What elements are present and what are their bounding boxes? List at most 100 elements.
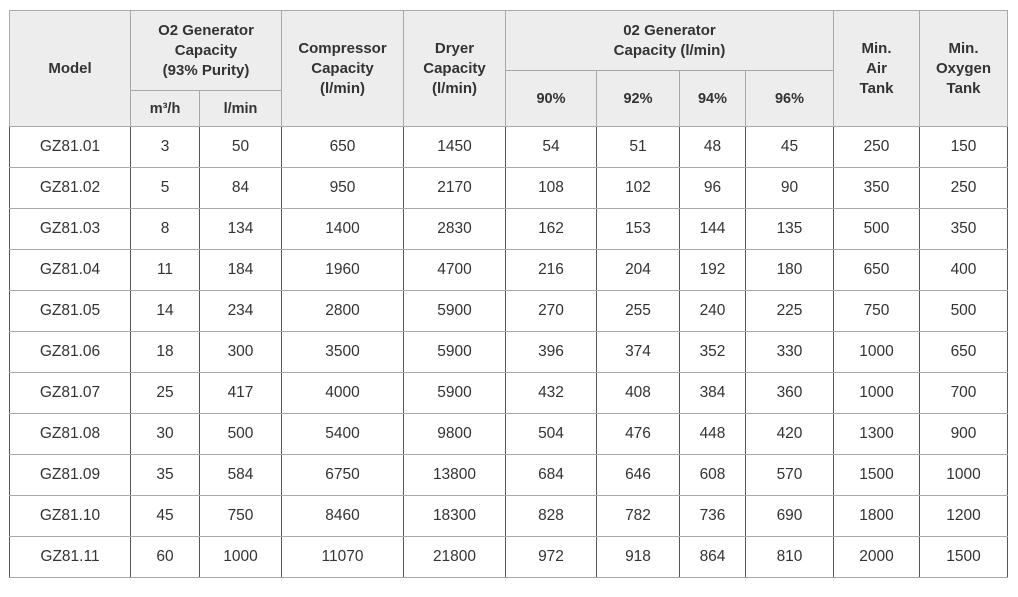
header-cell: m³/h (130, 90, 200, 127)
value-cell: 330 (745, 331, 834, 373)
header-text: (93% Purity) (162, 61, 250, 79)
value-cell: 972 (505, 536, 597, 578)
value-cell: 11 (130, 249, 200, 291)
value-cell: 700 (919, 372, 1008, 414)
value-cell: 234 (199, 290, 282, 332)
value-cell: 950 (281, 167, 404, 209)
value-cell: 2830 (403, 208, 506, 250)
model-cell: GZ81.10 (9, 495, 131, 537)
table-header: Model O2 Generator Capacity (93% Purity) … (9, 10, 1008, 127)
value-cell: 4700 (403, 249, 506, 291)
header-cell: O2 Generator Capacity (93% Purity) (130, 10, 282, 91)
model-cell: GZ81.03 (9, 208, 131, 250)
table-body: GZ81.01 3 50 650 1450 54 51 48 45 250 150 GZ81.02 5 8… (9, 126, 1008, 578)
value-cell: 84 (199, 167, 282, 209)
value-cell: 417 (199, 372, 282, 414)
model-cell: GZ81.07 (9, 372, 131, 414)
value-cell: 5 (130, 167, 200, 209)
value-cell: 918 (596, 536, 680, 578)
value-cell: 21800 (403, 536, 506, 578)
value-cell: 60 (130, 536, 200, 578)
value-cell: 13800 (403, 454, 506, 496)
value-cell: 1000 (833, 331, 920, 373)
value-cell: 736 (679, 495, 746, 537)
value-cell: 8 (130, 208, 200, 250)
value-cell: 9800 (403, 413, 506, 455)
value-cell: 250 (833, 126, 920, 168)
value-cell: 448 (679, 413, 746, 455)
value-cell: 5900 (403, 331, 506, 373)
value-cell: 584 (199, 454, 282, 496)
value-cell: 225 (745, 290, 834, 332)
value-cell: 2800 (281, 290, 404, 332)
value-cell: 3 (130, 126, 200, 168)
value-cell: 650 (833, 249, 920, 291)
value-cell: 684 (505, 454, 597, 496)
model-cell: GZ81.09 (9, 454, 131, 496)
header-cell: l/min (199, 90, 282, 127)
value-cell: 650 (281, 126, 404, 168)
value-cell: 1200 (919, 495, 1008, 537)
value-cell: 5400 (281, 413, 404, 455)
value-cell: 102 (596, 167, 680, 209)
value-cell: 8460 (281, 495, 404, 537)
header-cell: Min. Air Tank (833, 10, 920, 127)
value-cell: 500 (919, 290, 1008, 332)
value-cell: 1800 (833, 495, 920, 537)
value-cell: 384 (679, 372, 746, 414)
value-cell: 25 (130, 372, 200, 414)
value-cell: 180 (745, 249, 834, 291)
table-row: GZ81.05 14 234 2800 5900 270 255 240 225 750 500 (9, 290, 1008, 332)
value-cell: 48 (679, 126, 746, 168)
value-cell: 90 (745, 167, 834, 209)
value-cell: 4000 (281, 372, 404, 414)
model-cell: GZ81.06 (9, 331, 131, 373)
header-cell: 96% (745, 70, 834, 127)
value-cell: 432 (505, 372, 597, 414)
model-cell: GZ81.04 (9, 249, 131, 291)
value-cell: 1450 (403, 126, 506, 168)
value-cell: 1000 (919, 454, 1008, 496)
value-cell: 2170 (403, 167, 506, 209)
spec-table: Model O2 Generator Capacity (93% Purity) … (9, 10, 1008, 578)
value-cell: 504 (505, 413, 597, 455)
value-cell: 255 (596, 290, 680, 332)
value-cell: 240 (679, 290, 746, 332)
header-cell: 02 Generator Capacity (l/min) (505, 10, 834, 71)
header-cell: 92% (596, 70, 680, 127)
table-row: GZ81.04 11 184 1960 4700 216 204 192 180 650 400 (9, 249, 1008, 291)
value-cell: 476 (596, 413, 680, 455)
value-cell: 1500 (919, 536, 1008, 578)
value-cell: 396 (505, 331, 597, 373)
value-cell: 646 (596, 454, 680, 496)
header-cell: 90% (505, 70, 597, 127)
value-cell: 300 (199, 331, 282, 373)
value-cell: 352 (679, 331, 746, 373)
table-row: GZ81.07 25 417 4000 5900 432 408 384 360 1000 700 (9, 372, 1008, 414)
value-cell: 900 (919, 413, 1008, 455)
value-cell: 570 (745, 454, 834, 496)
value-cell: 270 (505, 290, 597, 332)
value-cell: 750 (833, 290, 920, 332)
value-cell: 350 (919, 208, 1008, 250)
value-cell: 134 (199, 208, 282, 250)
header-cell: Compressor Capacity (l/min) (281, 10, 404, 127)
value-cell: 608 (679, 454, 746, 496)
value-cell: 45 (745, 126, 834, 168)
value-cell: 828 (505, 495, 597, 537)
header-text: O2 Generator Capacity (158, 21, 254, 59)
value-cell: 408 (596, 372, 680, 414)
model-cell: GZ81.11 (9, 536, 131, 578)
value-cell: 50 (199, 126, 282, 168)
value-cell: 1400 (281, 208, 404, 250)
value-cell: 45 (130, 495, 200, 537)
value-cell: 54 (505, 126, 597, 168)
value-cell: 204 (596, 249, 680, 291)
value-cell: 864 (679, 536, 746, 578)
value-cell: 18300 (403, 495, 506, 537)
table-row: GZ81.09 35 584 6750 13800 684 646 608 570 1500 100… (9, 454, 1008, 496)
model-cell: GZ81.05 (9, 290, 131, 332)
header-cell: Min. Oxygen Tank (919, 10, 1008, 127)
value-cell: 500 (199, 413, 282, 455)
value-cell: 192 (679, 249, 746, 291)
